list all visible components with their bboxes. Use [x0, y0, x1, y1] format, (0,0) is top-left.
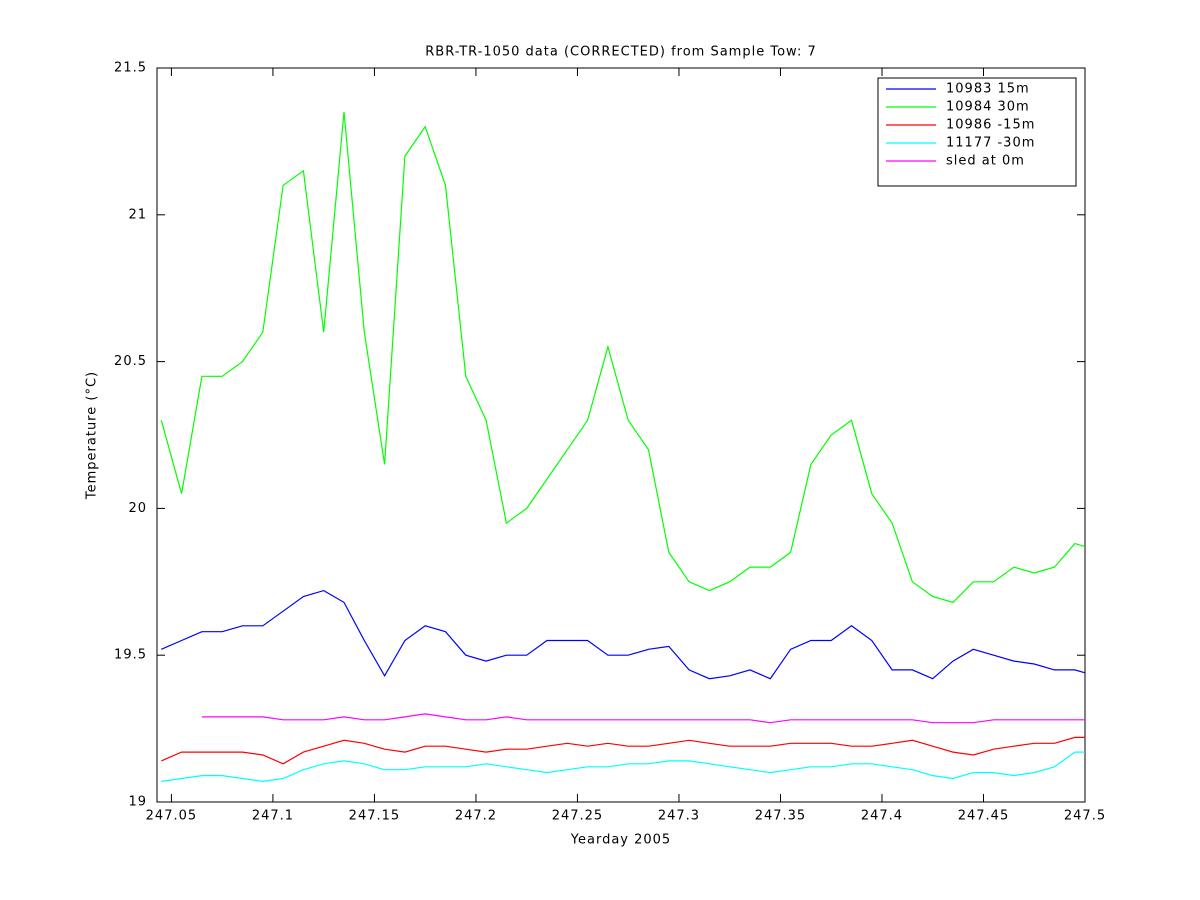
y-tick-label: 19: [128, 795, 147, 810]
x-tick-label: 247.45: [958, 809, 1010, 824]
legend-label: sled at 0m: [946, 154, 1025, 169]
x-tick-label: 247.1: [252, 809, 294, 824]
y-tick-label: 20.5: [114, 354, 147, 369]
x-tick-label: 247.25: [552, 809, 604, 824]
series-line: [161, 589, 1086, 680]
legend-label: 10984 30m: [946, 100, 1030, 115]
x-tick-label: 247.35: [755, 809, 807, 824]
x-tick-label: 247.3: [658, 809, 700, 824]
x-tick-label: 247.2: [455, 809, 497, 824]
legend-label: 10983 15m: [946, 82, 1030, 97]
plot-area: [156, 67, 1086, 803]
series-line: [161, 736, 1085, 765]
y-axis-label: Temperature (°C): [85, 371, 100, 500]
legend-label: 11177 -30m: [946, 136, 1035, 151]
series-line: [161, 751, 1085, 783]
y-tick-label: 19.5: [114, 648, 147, 663]
x-tick-label: 247.5: [1064, 809, 1106, 824]
y-tick-label: 20: [128, 501, 147, 516]
x-tick-label: 247.15: [349, 809, 401, 824]
x-axis-label: Yearday 2005: [570, 833, 671, 848]
legend-box: [877, 77, 1077, 187]
series-line: [160, 111, 1086, 604]
y-tick-label: 21.5: [114, 61, 147, 76]
y-tick-label: 21: [128, 207, 147, 222]
legend-label: 10986 -15m: [946, 118, 1035, 133]
chart-title: RBR-TR-1050 data (CORRECTED) from Sample…: [425, 45, 816, 60]
x-tick-label: 247.4: [861, 809, 903, 824]
x-tick-label: 247.05: [146, 809, 198, 824]
series-line: [201, 713, 1085, 724]
